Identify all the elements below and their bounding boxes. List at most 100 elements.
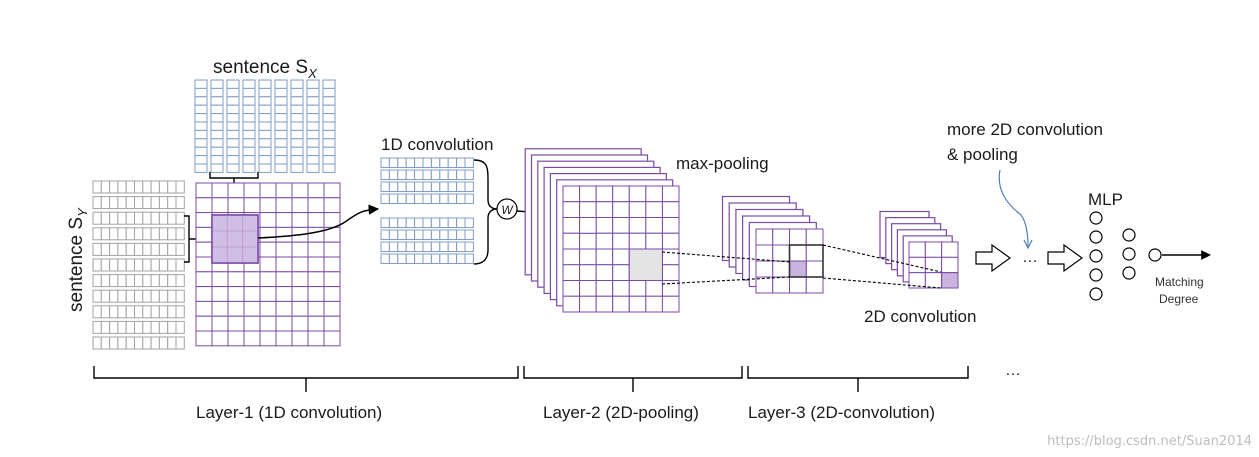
- feature-map-cell: [579, 232, 597, 250]
- embedding-cell: [167, 196, 177, 210]
- interaction-cell: [227, 300, 245, 317]
- embedding-cell: [274, 146, 288, 157]
- embedding-cell: [92, 289, 102, 303]
- embedding-cell: [226, 163, 240, 173]
- interaction-cell: [211, 300, 229, 317]
- mlp-node: [1089, 249, 1103, 263]
- embedding-cell: [306, 79, 320, 89]
- embedding-cell: [242, 138, 256, 148]
- embedding-cell: [125, 336, 135, 350]
- conv1d-cell: [388, 229, 399, 240]
- pool-projection-lower: [661, 276, 791, 285]
- matching-degree-line1: Matching: [1155, 275, 1204, 289]
- interaction-cell: [275, 300, 293, 317]
- conv1d-cell: [405, 193, 416, 204]
- feature-map-cell: [755, 228, 774, 246]
- interaction-cell: [259, 315, 277, 332]
- feature-map-cell: [628, 201, 647, 218]
- feature-map-cell: [661, 264, 680, 281]
- interaction-cell: [307, 330, 325, 347]
- interaction-cell: [275, 182, 293, 199]
- embedding-cell: [242, 79, 256, 89]
- embedding-cell: [274, 96, 288, 106]
- mlp-node: [1122, 247, 1136, 261]
- feature-map-cell: [628, 185, 647, 203]
- conv1d-cell: [405, 253, 416, 264]
- embedding-cell: [109, 336, 119, 350]
- embedding-cell: [322, 163, 336, 173]
- embedding-cell: [258, 163, 272, 173]
- conv1d-cell: [422, 241, 432, 252]
- more-conv-label-2: & pooling: [947, 145, 1018, 164]
- embedding-cell: [100, 336, 111, 350]
- embedding-cell: [194, 129, 208, 140]
- embedding-cell: [242, 96, 256, 106]
- embedding-cell: [100, 320, 111, 334]
- interaction-cell: [307, 241, 325, 258]
- interaction-cell: [259, 182, 277, 199]
- embedding-cell: [175, 320, 185, 334]
- embedding-cell: [142, 336, 152, 350]
- embedding-cell: [258, 104, 272, 115]
- embedding-cell: [167, 258, 177, 272]
- embedding-cell: [158, 227, 169, 241]
- embedding-cell: [125, 242, 135, 256]
- sentence-y-embedding: [92, 180, 185, 350]
- embedding-cell: [274, 138, 288, 148]
- feature-map-cell: [924, 241, 943, 258]
- embedding-cell: [92, 336, 102, 350]
- annotation-pointer: [998, 169, 1029, 247]
- feature-map-cell: [562, 264, 581, 281]
- embedding-cell: [322, 79, 336, 89]
- feature-map-cell: [612, 280, 630, 297]
- conv1d-cell: [464, 217, 474, 228]
- conv1d-cell: [456, 181, 466, 192]
- embedding-cell: [92, 274, 102, 288]
- conv1d-cell: [388, 169, 399, 180]
- embedding-cell: [210, 138, 224, 148]
- feature-map-cell: [645, 295, 663, 313]
- embedding-cell: [117, 336, 127, 350]
- embedding-cell: [290, 146, 304, 157]
- embedding-cell: [117, 258, 127, 272]
- feature-map-cell: [772, 228, 790, 246]
- interaction-cell: [259, 271, 277, 288]
- layer2-feature-stack: [524, 148, 680, 313]
- annotation-pointer-head: [1023, 239, 1033, 250]
- embedding-cell: [194, 96, 208, 106]
- embedding-cell: [194, 87, 208, 98]
- interaction-cell: [307, 226, 325, 243]
- conv1d-cell: [414, 181, 424, 192]
- interaction-cell: [323, 197, 341, 214]
- interaction-cell: [227, 330, 245, 347]
- conv1d-cell: [414, 193, 424, 204]
- feature-map-cell: [805, 276, 824, 294]
- interaction-cell: [211, 286, 229, 302]
- embedding-cell: [92, 180, 102, 194]
- feature-map-cell: [562, 217, 581, 234]
- embedding-cell: [150, 196, 160, 210]
- conv1d-cell: [456, 193, 466, 204]
- conv1d-cell: [464, 229, 474, 240]
- embedding-cell: [175, 274, 185, 288]
- embedding-cell: [210, 121, 224, 131]
- embedding-cell: [175, 258, 185, 272]
- embedding-cell: [290, 163, 304, 173]
- feature-map-cell: [562, 295, 581, 313]
- interaction-cell: [259, 256, 277, 273]
- sentence-x-label: sentence SX: [213, 57, 318, 81]
- interaction-cell: [243, 182, 261, 199]
- embedding-cell: [117, 305, 127, 319]
- conv1d-cell: [397, 241, 407, 252]
- feature-map-cell: [661, 201, 680, 218]
- embedding-cell: [274, 79, 288, 89]
- embedding-cell: [100, 258, 111, 272]
- conv1d-cell: [380, 253, 390, 264]
- conv1d-cell: [388, 157, 399, 168]
- conv-window-highlight-overlay: [211, 214, 259, 264]
- embedding-cell: [109, 196, 119, 210]
- conv1d-cell: [456, 169, 466, 180]
- embedding-cell: [274, 155, 288, 165]
- embedding-cell: [125, 274, 135, 288]
- embedding-cell: [150, 305, 160, 319]
